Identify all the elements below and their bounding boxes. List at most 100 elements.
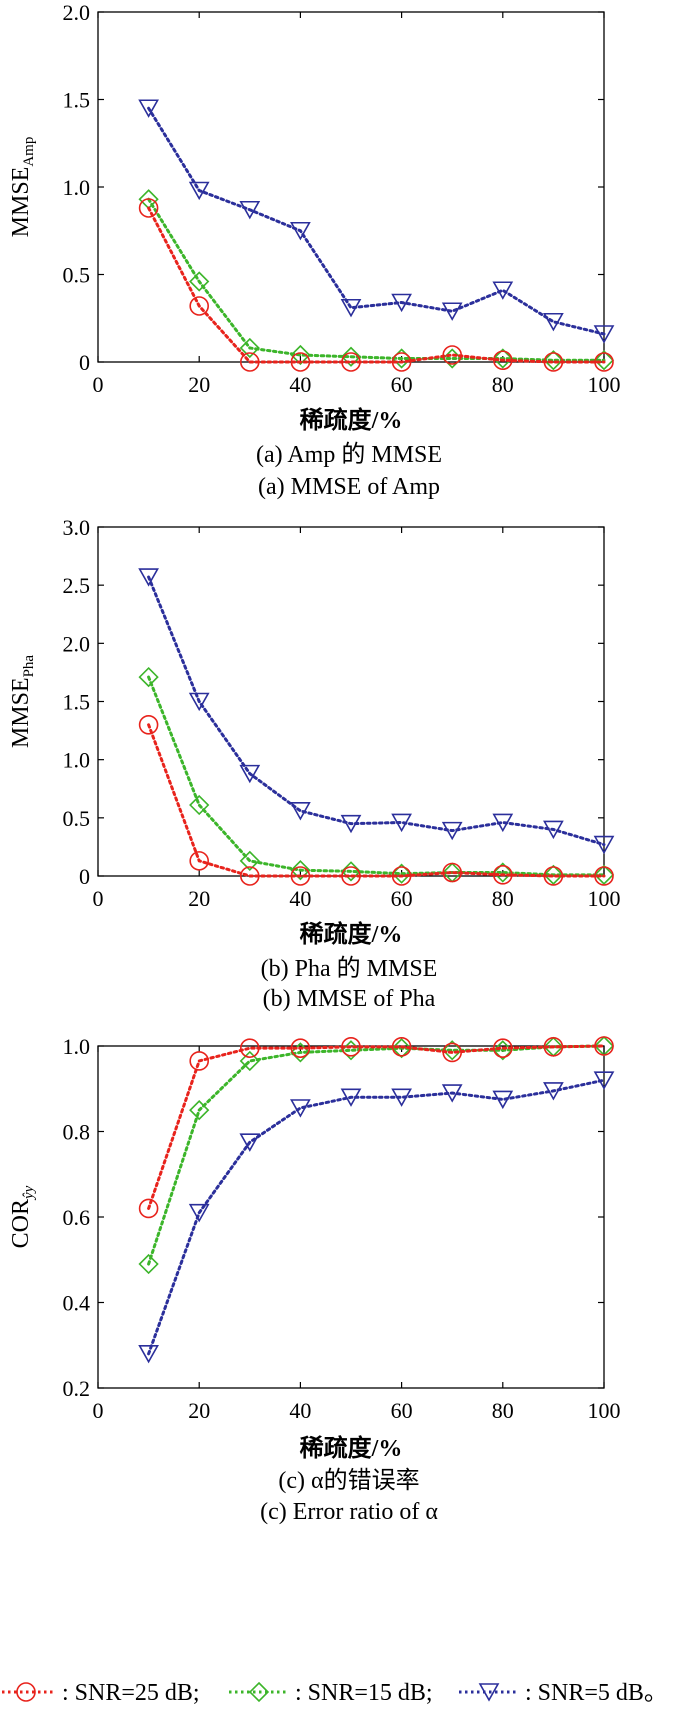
panel-caption-en: (b) MMSE of Pha [263, 986, 436, 1012]
series-line [147, 1078, 606, 1356]
data-point [138, 1345, 159, 1364]
y-tick-label: 2.0 [63, 631, 91, 656]
data-point [543, 352, 564, 372]
y-tick-label: 2.0 [63, 0, 91, 25]
x-tick-label: 60 [391, 372, 413, 397]
y-axis-label-sub: Amp [21, 137, 37, 167]
x-tick-label: 40 [289, 1398, 311, 1423]
data-point [543, 1082, 564, 1101]
data-point [138, 714, 159, 735]
x-tick-label: 0 [93, 1398, 104, 1423]
x-axis-label: 稀疏度/% [300, 920, 403, 948]
series-circle [138, 714, 614, 886]
data-point [543, 312, 564, 332]
chart-panel-1: 0 20 40 60 80 100 0 0.5 1.0 1.5 2.0 稀疏度/% MMSEAmp (a)… [8, 0, 621, 500]
panel-caption-cn: (b) Pha 的 MMSE [261, 955, 438, 982]
data-point [240, 1038, 260, 1058]
data-point [290, 1099, 311, 1118]
y-tick-label: 0 [79, 350, 90, 375]
data-point [543, 350, 564, 371]
y-tick-label: 0.4 [63, 1291, 91, 1316]
data-point [492, 281, 514, 300]
panel-caption-cn: (a) Amp 的 MMSE [256, 441, 442, 468]
data-point [593, 864, 615, 885]
series-line [147, 675, 606, 877]
plot-frame [97, 11, 605, 363]
x-tick-label: 100 [588, 886, 621, 911]
y-tick-label: 0.5 [63, 263, 91, 288]
y-tick-label: 0.6 [63, 1205, 91, 1230]
x-tick-label: 20 [188, 372, 210, 397]
x-tick-label: 40 [289, 372, 311, 397]
x-tick-label: 40 [289, 886, 311, 911]
series-diamond [138, 666, 615, 885]
data-point [138, 666, 159, 688]
data-point [138, 568, 159, 587]
data-point [492, 862, 513, 883]
data-point [239, 337, 260, 359]
data-point [391, 1088, 412, 1107]
data-point [543, 866, 564, 886]
legend-marker-circle [16, 1682, 36, 1702]
x-axis-label: 稀疏度/% [300, 1434, 403, 1462]
x-tick-label: 80 [492, 1398, 514, 1423]
data-point [239, 764, 261, 784]
data-point [189, 794, 210, 816]
data-point [290, 352, 311, 372]
legend-label: : SNR=25 dB; [62, 1680, 200, 1706]
data-point [594, 1036, 614, 1056]
x-tick-label: 0 [93, 372, 104, 397]
data-point [391, 352, 412, 372]
data-point [239, 200, 261, 220]
series-diamond [138, 1035, 615, 1275]
data-point [189, 1099, 210, 1121]
legend-marker-triangle-down [478, 1683, 500, 1702]
data-point [239, 1133, 261, 1152]
data-point [492, 348, 513, 369]
data-point [340, 298, 362, 318]
series-line [147, 197, 606, 362]
data-point [543, 1037, 564, 1057]
data-point [188, 181, 210, 201]
data-point [492, 865, 513, 885]
x-tick-label: 20 [188, 886, 210, 911]
data-point [492, 350, 513, 371]
series-triangle-down [138, 99, 615, 344]
data-point [138, 1253, 159, 1275]
data-point [543, 864, 564, 885]
data-point [188, 692, 210, 712]
data-point [189, 296, 209, 316]
y-tick-label: 0.2 [63, 1376, 91, 1401]
y-tick-label: 2.5 [63, 573, 91, 598]
data-point [341, 1037, 361, 1057]
y-axis-label: CORŷy [8, 1185, 37, 1248]
x-tick-label: 0 [93, 886, 104, 911]
series-diamond [138, 189, 615, 371]
data-point [442, 1040, 463, 1061]
data-point [442, 345, 463, 365]
data-point [290, 866, 311, 886]
data-point [240, 866, 260, 886]
data-point [188, 1203, 210, 1223]
data-point [290, 1038, 311, 1058]
data-point [492, 813, 514, 833]
data-point [391, 1037, 412, 1057]
series-line [147, 1044, 606, 1210]
y-axis-label: MMSEPha [8, 655, 37, 749]
data-point [442, 862, 463, 883]
y-axis-label-main: MMSE [8, 167, 34, 238]
data-point [441, 1084, 463, 1103]
panel-caption-en: (c) Error ratio of α [260, 1499, 438, 1525]
y-tick-label: 0.8 [63, 1120, 91, 1145]
y-tick-label: 1.5 [63, 690, 91, 715]
data-point [441, 302, 463, 321]
data-point [138, 99, 159, 118]
series-line [147, 106, 606, 336]
data-point [441, 821, 463, 841]
y-axis-label-main: COR [8, 1199, 34, 1248]
data-point [239, 850, 260, 872]
data-point [189, 271, 210, 292]
y-axis-label-main: MMSE [8, 677, 34, 748]
legend-marker-diamond [248, 1681, 270, 1703]
